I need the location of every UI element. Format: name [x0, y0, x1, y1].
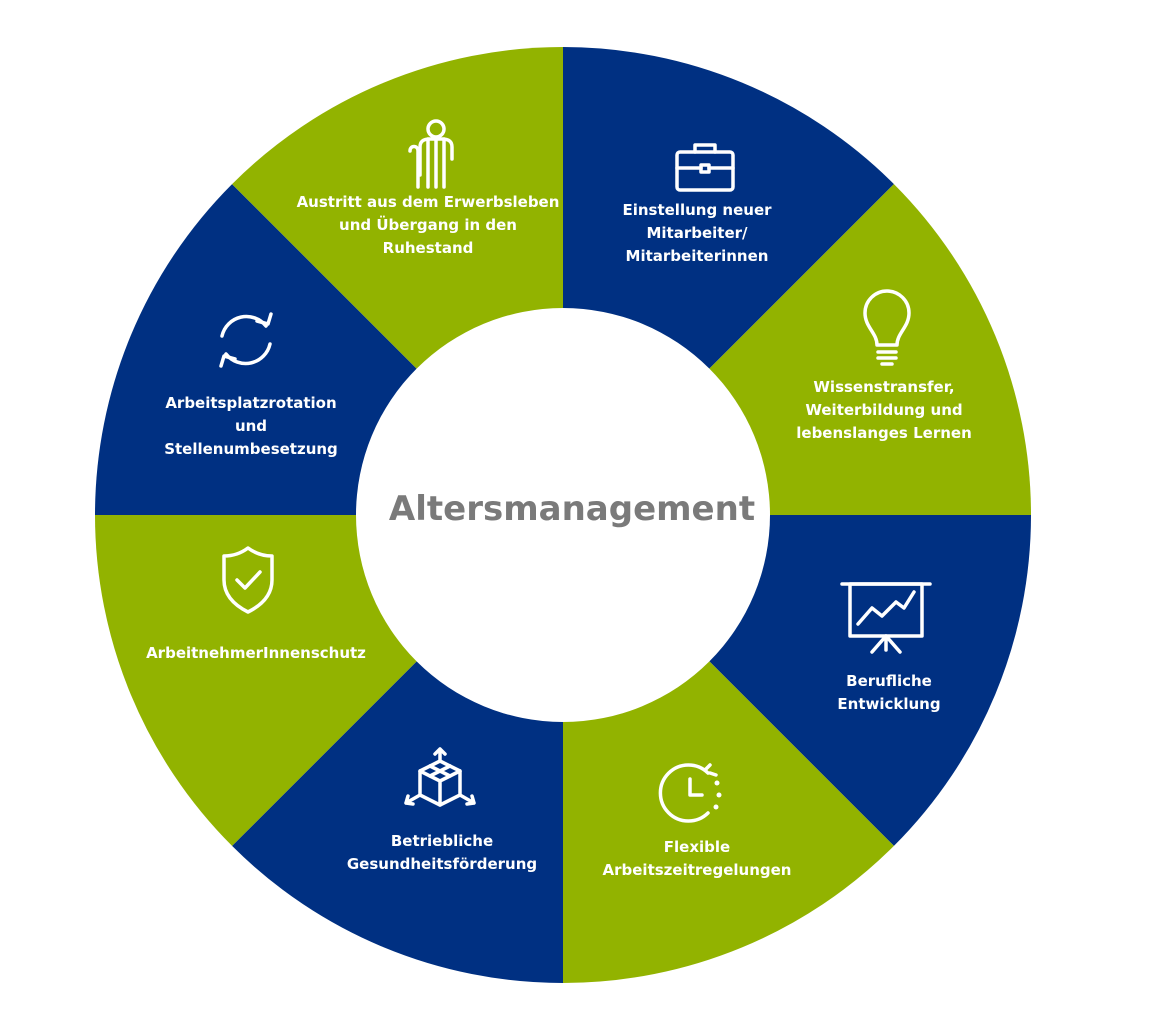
segment-label-line: lebenslanges Lernen: [796, 424, 972, 442]
segment-label-line: ArbeitnehmerInnenschutz: [146, 644, 366, 662]
segment-label-line: Mitarbeiter/: [646, 224, 748, 242]
segment-label-line: Betriebliche: [391, 832, 493, 850]
segment-label-line: Arbeitszeitregelungen: [603, 861, 792, 879]
segment-label-line: und: [235, 417, 267, 435]
segment-label-line: Wissenstransfer,: [813, 378, 954, 396]
segment-label: ArbeitnehmerInnenschutz: [146, 644, 366, 662]
segment-label-line: und Übergang in den: [339, 215, 517, 234]
segment-label-line: Berufliche: [846, 672, 932, 690]
segment-label-line: Gesundheitsförderung: [347, 855, 537, 873]
segment-label-line: Einstellung neuer: [622, 201, 772, 219]
segment-label-line: Flexible: [664, 838, 730, 856]
center-title: Altersmanagement: [389, 489, 755, 529]
segment-label-line: Entwicklung: [837, 695, 940, 713]
segment-label: Wissenstransfer, Weiterbildung und lebensl…: [796, 378, 972, 442]
segment-label-line: Ruhestand: [383, 239, 474, 257]
segment-label-line: Weiterbildung und: [805, 401, 962, 419]
segment-label-line: Stellenumbesetzung: [164, 440, 338, 458]
segment-label-line: Mitarbeiterinnen: [626, 247, 769, 265]
segment-label-line: Arbeitsplatzrotation: [165, 394, 336, 412]
segment-label-line: Austritt aus dem Erwerbsleben: [297, 193, 560, 211]
